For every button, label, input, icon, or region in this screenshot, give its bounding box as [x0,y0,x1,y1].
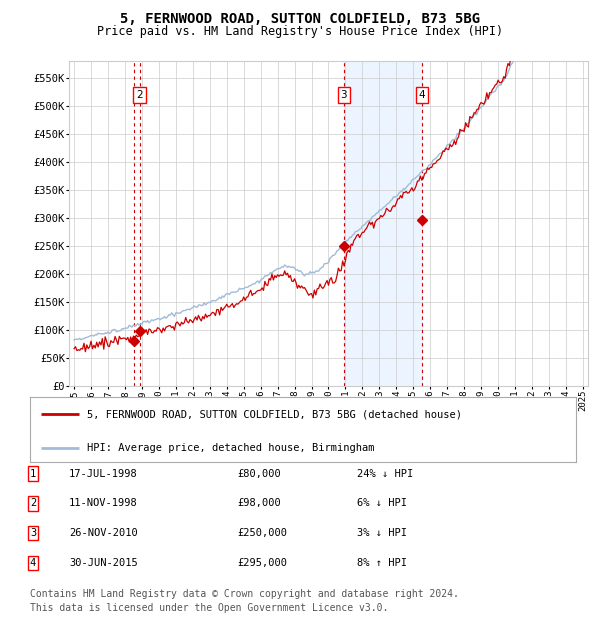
Text: 1: 1 [30,469,36,479]
Text: £98,000: £98,000 [237,498,281,508]
Text: £295,000: £295,000 [237,558,287,568]
Text: 6% ↓ HPI: 6% ↓ HPI [357,498,407,508]
Bar [344,61,422,386]
Text: 3: 3 [341,90,347,100]
Text: 8% ↑ HPI: 8% ↑ HPI [357,558,407,568]
Text: Price paid vs. HM Land Registry's House Price Index (HPI): Price paid vs. HM Land Registry's House … [97,25,503,38]
Text: 11-NOV-1998: 11-NOV-1998 [69,498,138,508]
Text: 3% ↓ HPI: 3% ↓ HPI [357,528,407,538]
Text: HPI: Average price, detached house, Birmingham: HPI: Average price, detached house, Birm… [88,443,375,453]
Text: 2: 2 [136,90,143,100]
Text: 30-JUN-2015: 30-JUN-2015 [69,558,138,568]
Text: 4: 4 [418,90,425,100]
Text: 4: 4 [30,558,36,568]
Text: 24% ↓ HPI: 24% ↓ HPI [357,469,413,479]
Text: 26-NOV-2010: 26-NOV-2010 [69,528,138,538]
Text: 2: 2 [30,498,36,508]
Text: £80,000: £80,000 [237,469,281,479]
Text: 5, FERNWOOD ROAD, SUTTON COLDFIELD, B73 5BG (detached house): 5, FERNWOOD ROAD, SUTTON COLDFIELD, B73 … [88,409,463,419]
Text: 5, FERNWOOD ROAD, SUTTON COLDFIELD, B73 5BG: 5, FERNWOOD ROAD, SUTTON COLDFIELD, B73 … [120,12,480,27]
Text: £250,000: £250,000 [237,528,287,538]
Text: 17-JUL-1998: 17-JUL-1998 [69,469,138,479]
Text: 3: 3 [30,528,36,538]
Text: Contains HM Land Registry data © Crown copyright and database right 2024.
This d: Contains HM Land Registry data © Crown c… [30,590,459,613]
